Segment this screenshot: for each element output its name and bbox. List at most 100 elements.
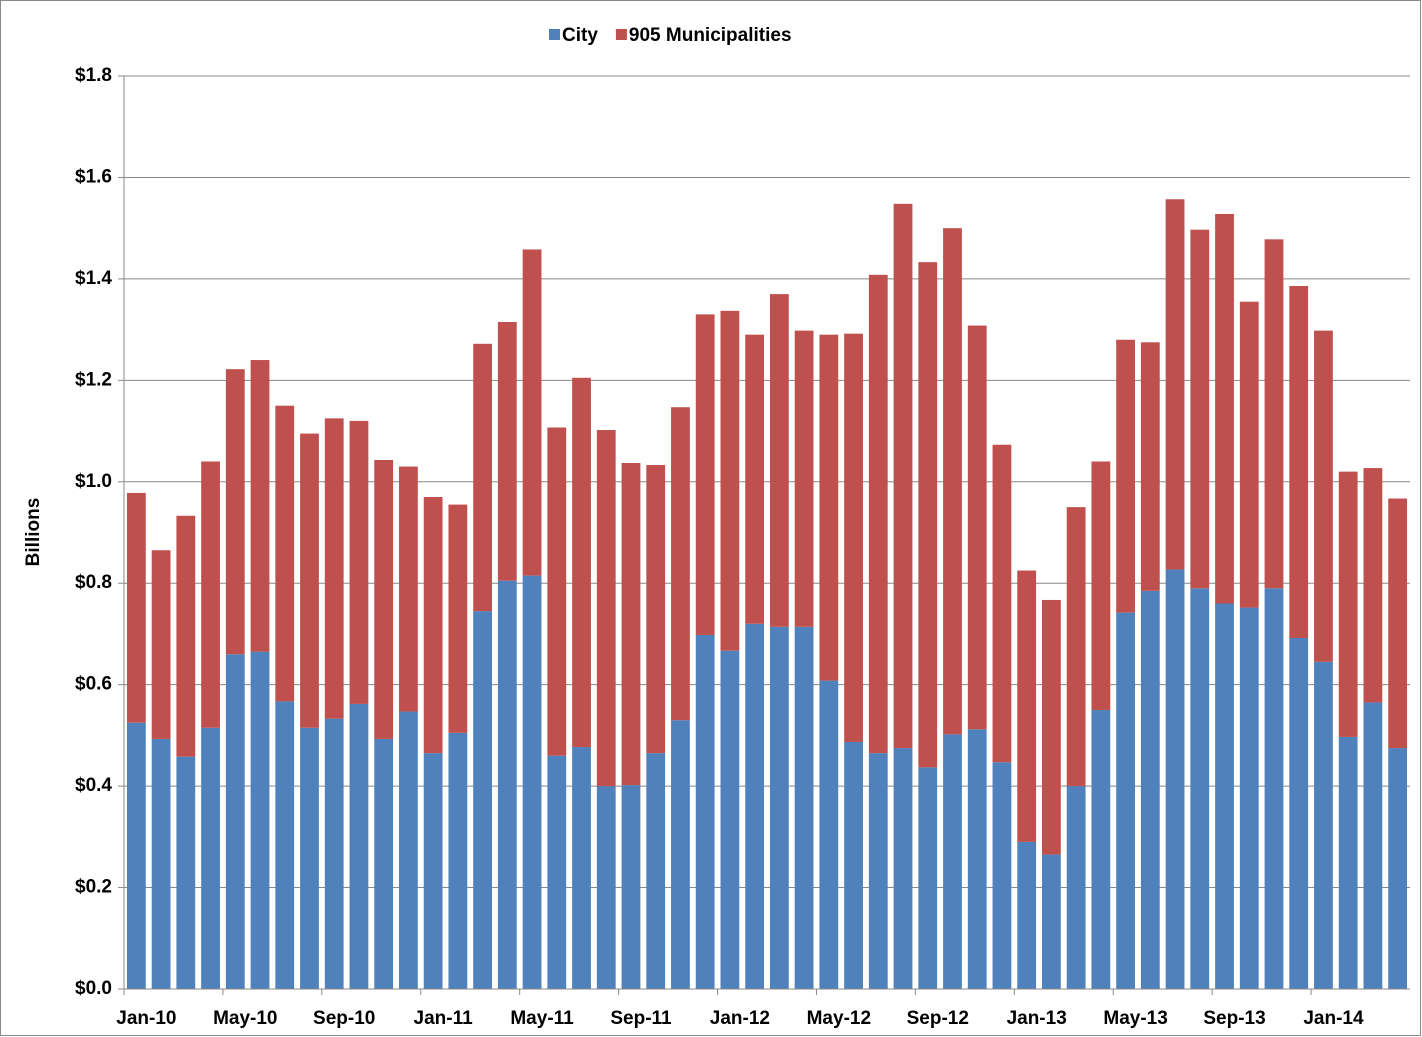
bar-segment [868, 753, 888, 989]
x-tick-label: Jan-10 [116, 1008, 176, 1029]
bar-segment [423, 496, 443, 754]
x-tick-label: Jan-13 [1007, 1008, 1067, 1029]
bar-segment [1091, 710, 1111, 989]
bar-segment [275, 405, 295, 702]
bar-segment [1239, 301, 1259, 608]
bar-segment [399, 466, 418, 712]
y-tick-label: $1.4 [75, 268, 112, 289]
bar-segment [621, 463, 641, 786]
bar-segment [250, 360, 270, 652]
x-tick-label: May-12 [807, 1008, 871, 1029]
bar-segment [769, 626, 789, 989]
bar-segment [275, 701, 295, 989]
bar-segment [1066, 786, 1086, 989]
bar-segment [176, 515, 196, 757]
bar-segment [1140, 342, 1160, 591]
legend-swatch [615, 29, 627, 40]
bar-segment [1264, 239, 1284, 589]
bar-segment [374, 459, 394, 739]
bar-segment [720, 310, 740, 651]
bar-segment [819, 680, 839, 989]
bar-segment [819, 334, 839, 681]
bar-segment [596, 786, 616, 989]
legend-swatch [549, 29, 560, 40]
x-tick-label: May-11 [510, 1008, 574, 1029]
bar-segment [1017, 570, 1037, 842]
bar-segment [201, 461, 220, 728]
bar-segment [448, 504, 468, 733]
bar-segment [967, 325, 987, 730]
bar-segment [1363, 702, 1383, 989]
bar-segment [1338, 736, 1358, 989]
x-tick-label: Sep-13 [1203, 1008, 1265, 1029]
bar-segment [1215, 213, 1234, 604]
bar-segment [1338, 471, 1358, 737]
bar-segment [1116, 339, 1135, 613]
bar-segment [769, 294, 789, 627]
bar-segment [720, 650, 740, 989]
bar-segment [497, 580, 517, 989]
bar-segment [992, 444, 1012, 763]
bar-segment [473, 611, 492, 989]
bar-segment [448, 732, 468, 989]
bar-segment [572, 377, 591, 748]
bar-segment [646, 465, 666, 754]
y-tick-label: $1.6 [75, 166, 112, 187]
y-tick-label: $1.0 [75, 471, 112, 492]
bar-segment [794, 330, 814, 627]
bar-segment [324, 718, 344, 989]
bar-segment [1116, 612, 1135, 989]
bar-segment [918, 767, 938, 989]
bar-segment [943, 734, 962, 989]
x-tick-label: Sep-11 [610, 1008, 672, 1029]
bar-segment [572, 747, 591, 989]
x-tick-label: Jan-12 [710, 1008, 770, 1029]
bar-segment [1314, 661, 1333, 989]
bar-segment [992, 762, 1012, 989]
bar-segment [1042, 599, 1061, 855]
bar-segment [893, 203, 913, 749]
x-tick-label: Sep-12 [907, 1008, 969, 1029]
y-tick-label: $1.2 [75, 369, 112, 390]
bar-segment [300, 727, 319, 989]
bar-segment [1140, 590, 1160, 989]
bar-segment [695, 314, 715, 635]
y-axis-title: Billions [23, 498, 44, 567]
bar-segment [126, 722, 146, 989]
bar-segment [250, 651, 270, 989]
bar-segment [473, 343, 492, 612]
bar-segment [671, 407, 690, 721]
bar-segment [1190, 588, 1210, 989]
legend-label: City [562, 25, 598, 46]
bar-segment [1314, 330, 1333, 662]
bar-segment [1388, 748, 1408, 989]
bar-segment [1190, 229, 1210, 589]
y-tick-label: $1.8 [75, 65, 112, 86]
bar-segment [522, 575, 542, 989]
bar-segment [1289, 638, 1309, 989]
bar-segment [1289, 285, 1309, 639]
bar-segment [1215, 603, 1234, 989]
bar-segment [943, 228, 962, 735]
bar-segment [918, 262, 938, 768]
bar-segment [374, 738, 394, 989]
bar-segment [300, 433, 319, 728]
bar-segment [151, 550, 171, 739]
bar-segment [1363, 468, 1383, 703]
bar-segment [1017, 841, 1037, 989]
bar-segment [745, 623, 765, 989]
y-tick-label: $0.2 [75, 877, 112, 898]
bar-segment [967, 729, 987, 989]
bar-segment [695, 634, 715, 989]
bar-segment [844, 741, 863, 989]
bar-segment [1165, 199, 1185, 570]
bar-segment [151, 738, 171, 989]
bar-segment [1165, 569, 1185, 989]
x-tick-label: Sep-10 [313, 1008, 375, 1029]
x-tick-label: Jan-11 [414, 1008, 474, 1029]
bar-segment [225, 369, 245, 655]
bar-segment [893, 748, 913, 989]
bar-segment [868, 274, 888, 754]
bar-segment [844, 333, 863, 742]
